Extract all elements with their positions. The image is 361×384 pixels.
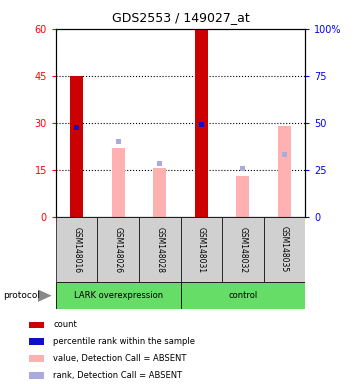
- Bar: [278, 126, 291, 217]
- Text: GSM148028: GSM148028: [155, 227, 164, 273]
- Bar: [29, 355, 43, 362]
- Bar: [74, 125, 79, 130]
- Bar: [153, 168, 166, 217]
- Bar: [282, 152, 287, 157]
- Bar: [29, 372, 43, 379]
- Bar: [56, 217, 97, 282]
- Bar: [116, 139, 121, 144]
- Text: GSM148016: GSM148016: [72, 227, 81, 273]
- Bar: [112, 148, 125, 217]
- Bar: [139, 217, 180, 282]
- Text: control: control: [228, 291, 257, 300]
- Bar: [157, 161, 162, 166]
- Text: GSM148031: GSM148031: [197, 227, 206, 273]
- Polygon shape: [38, 290, 52, 302]
- Text: rank, Detection Call = ABSENT: rank, Detection Call = ABSENT: [53, 371, 182, 380]
- Text: percentile rank within the sample: percentile rank within the sample: [53, 337, 195, 346]
- Bar: [29, 338, 43, 345]
- Bar: [199, 122, 204, 127]
- Bar: [264, 217, 305, 282]
- Text: count: count: [53, 321, 77, 329]
- Bar: [195, 29, 208, 217]
- Bar: [56, 282, 180, 309]
- Bar: [29, 322, 43, 328]
- Bar: [222, 217, 264, 282]
- Bar: [97, 217, 139, 282]
- Text: GDS2553 / 149027_at: GDS2553 / 149027_at: [112, 11, 249, 24]
- Bar: [180, 282, 305, 309]
- Text: GSM148035: GSM148035: [280, 227, 289, 273]
- Text: protocol: protocol: [4, 291, 40, 300]
- Text: LARK overexpression: LARK overexpression: [74, 291, 163, 300]
- Bar: [180, 217, 222, 282]
- Bar: [70, 76, 83, 217]
- Bar: [236, 176, 249, 217]
- Text: GSM148026: GSM148026: [114, 227, 123, 273]
- Text: GSM148032: GSM148032: [238, 227, 247, 273]
- Bar: [240, 166, 245, 171]
- Text: value, Detection Call = ABSENT: value, Detection Call = ABSENT: [53, 354, 187, 363]
